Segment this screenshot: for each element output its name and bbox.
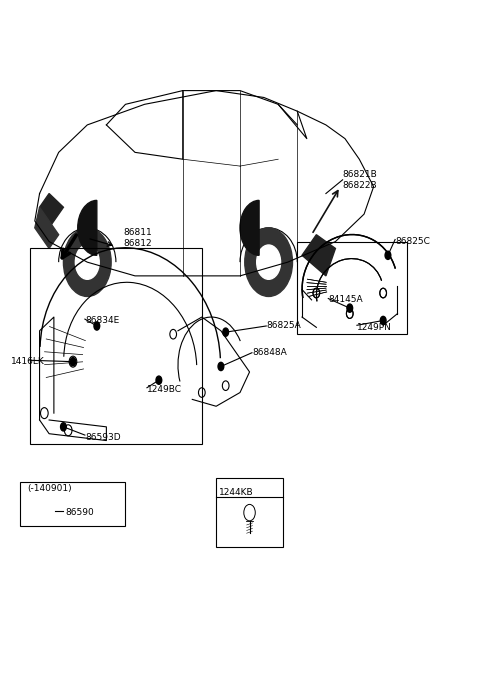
Circle shape [48,509,50,513]
Text: 86821B
86822B: 86821B 86822B [343,170,377,189]
Circle shape [385,251,391,259]
Circle shape [257,245,281,279]
Circle shape [60,423,66,431]
Text: 86593D: 86593D [85,433,120,442]
FancyBboxPatch shape [297,242,407,334]
Wedge shape [245,228,292,296]
FancyBboxPatch shape [216,478,283,547]
Wedge shape [78,200,97,256]
Circle shape [380,316,386,325]
Circle shape [223,328,228,336]
Circle shape [347,304,353,312]
Polygon shape [302,235,336,276]
Text: 86811
86812: 86811 86812 [123,229,152,248]
Circle shape [218,362,224,371]
Text: 86825A: 86825A [266,322,301,331]
Text: 86825C: 86825C [395,237,430,246]
Text: 1249BC: 1249BC [147,384,182,393]
Polygon shape [39,194,63,228]
Circle shape [156,376,162,384]
Polygon shape [35,207,59,249]
Text: 86590: 86590 [66,508,95,517]
Circle shape [75,245,99,279]
Wedge shape [63,228,111,296]
Text: 84145A: 84145A [328,296,363,305]
Text: 86834E: 86834E [85,316,119,325]
Text: 1244KB: 1244KB [218,489,253,497]
Text: 1416LK: 1416LK [11,357,45,366]
FancyBboxPatch shape [21,482,125,526]
Circle shape [94,322,100,330]
Text: (-140901): (-140901) [28,484,72,493]
Wedge shape [240,200,259,256]
Text: 86848A: 86848A [252,348,287,357]
Text: 1249PN: 1249PN [357,323,392,332]
Circle shape [70,358,76,366]
